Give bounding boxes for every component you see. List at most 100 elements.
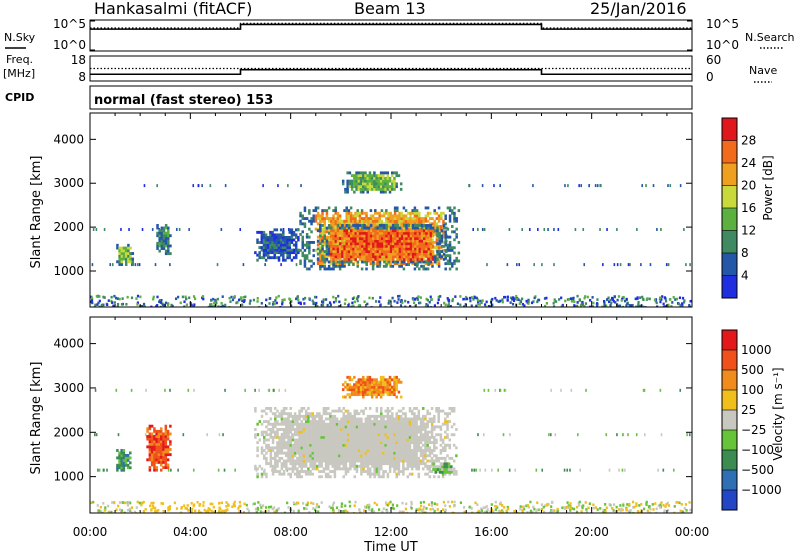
velocity-cell bbox=[332, 510, 335, 513]
velocity-cell bbox=[289, 425, 292, 429]
power-cell bbox=[282, 233, 285, 237]
velocity-cell bbox=[318, 435, 321, 439]
velocity-cell bbox=[120, 466, 123, 470]
power-cell bbox=[352, 263, 355, 267]
velocity-cell bbox=[162, 450, 165, 454]
power-cell bbox=[616, 298, 619, 302]
velocity-cell bbox=[619, 509, 623, 512]
velocity-cell bbox=[309, 433, 312, 437]
velocity-cell bbox=[322, 446, 326, 450]
velocity-cell bbox=[331, 422, 334, 426]
velocity-cell bbox=[141, 501, 144, 505]
velocity-cell bbox=[298, 422, 301, 426]
velocity-cell bbox=[292, 509, 295, 513]
power-cell bbox=[478, 303, 481, 306]
power-cell bbox=[360, 222, 364, 226]
velocity-cell bbox=[371, 472, 374, 476]
velocity-cell bbox=[153, 460, 156, 464]
velocity-cell bbox=[274, 451, 277, 455]
power-cell bbox=[97, 301, 100, 305]
velocity-cell bbox=[155, 450, 158, 454]
power-cell bbox=[301, 243, 304, 247]
velocity-cell bbox=[327, 438, 330, 442]
velocity-cell bbox=[276, 435, 279, 439]
velocity-cell bbox=[106, 468, 108, 472]
velocity-cell bbox=[494, 500, 497, 504]
velocity-cell bbox=[342, 467, 345, 471]
power-cell bbox=[437, 225, 441, 228]
velocity-cell bbox=[357, 464, 361, 468]
power-cell bbox=[385, 239, 388, 243]
velocity-cell bbox=[278, 441, 281, 445]
power-cell bbox=[424, 206, 428, 210]
power-cell bbox=[262, 248, 266, 252]
power-cell bbox=[316, 247, 320, 251]
velocity-cell bbox=[349, 462, 352, 466]
power-cell bbox=[363, 211, 366, 215]
velocity-cell bbox=[577, 433, 579, 437]
power-cell bbox=[336, 234, 340, 238]
velocity-cell bbox=[362, 451, 365, 455]
velocity-cell bbox=[186, 504, 189, 507]
power-cell bbox=[398, 244, 402, 248]
power-cell bbox=[354, 219, 357, 223]
velocity-cell bbox=[618, 508, 621, 511]
power-cell bbox=[167, 247, 170, 250]
velocity-cell bbox=[580, 510, 583, 513]
velocity-cell bbox=[311, 438, 315, 442]
power-cell bbox=[228, 296, 231, 300]
power-cell bbox=[303, 222, 307, 226]
power-cell bbox=[387, 262, 390, 266]
power-cell bbox=[350, 255, 353, 259]
power-cell bbox=[286, 241, 289, 244]
power-cell bbox=[355, 182, 358, 186]
power-cell bbox=[260, 301, 263, 305]
velocity-cell bbox=[271, 467, 275, 471]
velocity-cell bbox=[238, 510, 241, 513]
velocity-cell bbox=[344, 414, 348, 418]
power-colorbar-segment bbox=[722, 163, 737, 186]
velocity-cell bbox=[353, 464, 357, 468]
power-cell bbox=[416, 244, 419, 248]
power-cell bbox=[275, 251, 279, 255]
velocity-cell bbox=[313, 451, 317, 455]
velocity-cell bbox=[309, 470, 312, 473]
power-cell bbox=[310, 240, 313, 244]
power-cell bbox=[354, 231, 357, 235]
velocity-cell bbox=[665, 503, 668, 506]
power-cell bbox=[396, 209, 399, 213]
power-cell bbox=[221, 304, 224, 307]
power-cell bbox=[111, 263, 114, 267]
power-cell bbox=[388, 176, 392, 180]
velocity-cell bbox=[315, 446, 319, 450]
power-cell bbox=[374, 239, 377, 243]
power-cell bbox=[387, 257, 391, 261]
velocity-cell bbox=[430, 504, 434, 507]
velocity-cell bbox=[331, 433, 334, 437]
velocity-cell bbox=[291, 462, 295, 466]
power-cell bbox=[164, 249, 168, 253]
velocity-cell bbox=[627, 433, 629, 437]
velocity-cell bbox=[351, 422, 354, 426]
power-cell bbox=[582, 227, 585, 231]
velocity-cell bbox=[635, 504, 638, 508]
velocity-cell bbox=[335, 422, 339, 426]
power-cell bbox=[103, 296, 106, 299]
power-cell bbox=[158, 234, 161, 238]
power-cell bbox=[434, 229, 437, 233]
power-cell bbox=[472, 298, 475, 301]
power-cell bbox=[125, 303, 128, 306]
power-cell bbox=[357, 174, 361, 178]
velocity-cell bbox=[373, 456, 376, 460]
velocity-cell bbox=[128, 507, 131, 511]
freq-label: Freq. bbox=[6, 53, 33, 66]
power-cell bbox=[330, 262, 333, 266]
velocity-cell bbox=[605, 506, 608, 510]
power-cell bbox=[156, 184, 158, 188]
power-cell bbox=[429, 222, 432, 226]
velocity-cell bbox=[331, 441, 334, 445]
velocity-cell bbox=[329, 425, 332, 429]
power-cell bbox=[605, 304, 608, 307]
power-cell bbox=[387, 260, 391, 264]
